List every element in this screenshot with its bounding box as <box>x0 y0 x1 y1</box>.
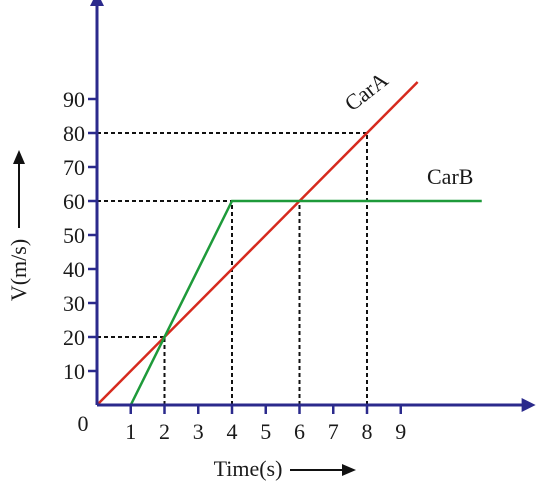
x-tick-label-7: 7 <box>328 419 339 444</box>
ticks <box>88 97 402 414</box>
x-axis-title-group: Time(s) <box>214 456 356 481</box>
y-tick-label-90: 90 <box>63 87 85 112</box>
series-line-carb <box>129 199 482 406</box>
x-axis-arrow <box>521 398 536 412</box>
x-tick-label-5: 5 <box>260 419 271 444</box>
x-tick-label-6: 6 <box>294 419 305 444</box>
x-tick-label-8: 8 <box>362 419 373 444</box>
y-tick-label-60: 60 <box>63 189 85 214</box>
origin-label: 0 <box>78 411 89 436</box>
y-tick-label-20: 20 <box>63 325 85 350</box>
y-tick-label-40: 40 <box>63 257 85 282</box>
x-tick-label-2: 2 <box>159 419 170 444</box>
series-line-cara <box>96 81 419 406</box>
x-tick-label-9: 9 <box>395 419 406 444</box>
y-axis-title-group: V(m/s) <box>6 150 31 301</box>
y-tick-label-70: 70 <box>63 155 85 180</box>
x-tick-label-4: 4 <box>227 419 238 444</box>
series-label-carb: CarB <box>427 164 473 189</box>
series-label-cara: CarA <box>340 67 393 116</box>
y-axis-title-arrow-head <box>13 150 25 164</box>
y-axis-arrow <box>90 0 104 6</box>
y-tick-label-80: 80 <box>63 121 85 146</box>
x-axis-title: Time(s) <box>214 456 283 481</box>
y-tick-label-10: 10 <box>63 359 85 384</box>
x-axis-title-arrow-head <box>342 464 356 476</box>
x-tick-label-1: 1 <box>125 419 136 444</box>
series-layer <box>96 81 482 406</box>
y-tick-label-30: 30 <box>63 291 85 316</box>
y-tick-label-50: 50 <box>63 223 85 248</box>
x-tick-label-3: 3 <box>193 419 204 444</box>
tick-labels: 1 2 3 4 5 6 7 8 9 10 20 30 40 50 60 70 80 90 <box>63 87 406 444</box>
y-axis-title: V(m/s) <box>6 239 31 301</box>
